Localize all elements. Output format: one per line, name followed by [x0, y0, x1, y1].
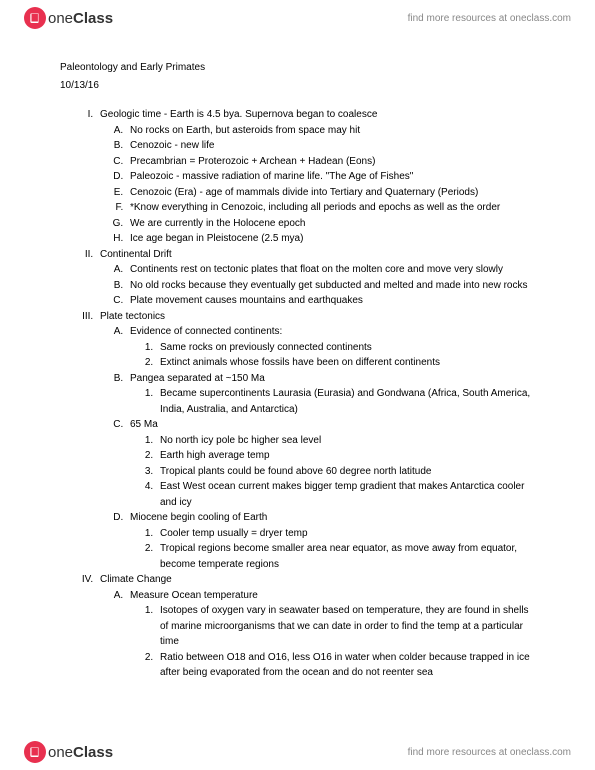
outline-level-alpha: Continents rest on tectonic plates that …: [100, 262, 535, 309]
outline-item: Geologic time - Earth is 4.5 bya. Supern…: [96, 107, 535, 247]
outline-item-text: Evidence of connected continents:: [130, 326, 282, 337]
outline-item-text: Plate tectonics: [100, 311, 165, 322]
outline-item-text: Miocene begin cooling of Earth: [130, 512, 267, 523]
outline-item: We are currently in the Holocene epoch: [126, 216, 535, 232]
brand-badge-icon: [24, 741, 46, 763]
outline-item-text: Ratio between O18 and O16, less O16 in w…: [160, 652, 530, 679]
outline-item: Plate movement causes mountains and eart…: [126, 293, 535, 309]
brand-badge-icon: [24, 7, 46, 29]
outline-item-text: We are currently in the Holocene epoch: [130, 218, 305, 229]
outline-item-text: Isotopes of oxygen vary in seawater base…: [160, 605, 529, 647]
brand-logo[interactable]: oneClass: [24, 7, 113, 29]
outline-item: Cooler temp usually = dryer temp: [156, 526, 535, 542]
footer-tagline[interactable]: find more resources at oneclass.com: [408, 747, 571, 758]
outline-item: Continental Drift Continents rest on tect…: [96, 247, 535, 309]
outline-item-text: Ice age began in Pleistocene (2.5 mya): [130, 233, 303, 244]
outline-item-text: Cenozoic (Era) - age of mammals divide i…: [130, 187, 478, 198]
footer-bar: oneClass find more resources at oneclass…: [0, 734, 595, 770]
outline-level-num: No north icy pole bc higher sea level Ear…: [130, 433, 535, 511]
outline-item-text: Tropical plants could be found above 60 …: [160, 466, 431, 477]
brand-logo-footer[interactable]: oneClass: [24, 741, 113, 763]
outline-level-num: Became supercontinents Laurasia (Eurasia…: [130, 386, 535, 417]
outline-item-text: Continental Drift: [100, 249, 172, 260]
outline-level-alpha: No rocks on Earth, but asteroids from sp…: [100, 123, 535, 247]
outline-item-text: Pangea separated at ~150 Ma: [130, 373, 265, 384]
outline-item-text: Geologic time - Earth is 4.5 bya. Supern…: [100, 109, 377, 120]
outline-item: No old rocks because they eventually get…: [126, 278, 535, 294]
outline-item: No north icy pole bc higher sea level: [156, 433, 535, 449]
outline-item: *Know everything in Cenozoic, including …: [126, 200, 535, 216]
outline-item-text: 65 Ma: [130, 419, 158, 430]
outline-item-text: Plate movement causes mountains and eart…: [130, 295, 363, 306]
outline-item-text: No old rocks because they eventually get…: [130, 280, 527, 291]
outline-item: Cenozoic - new life: [126, 138, 535, 154]
outline-item: Climate Change Measure Ocean temperature I…: [96, 572, 535, 681]
header-tagline[interactable]: find more resources at oneclass.com: [408, 13, 571, 24]
outline-item-text: No rocks on Earth, but asteroids from sp…: [130, 125, 360, 136]
outline-item: East West ocean current makes bigger tem…: [156, 479, 535, 510]
outline-item: Miocene begin cooling of Earth Cooler tem…: [126, 510, 535, 572]
outline-item: Plate tectonics Evidence of connected con…: [96, 309, 535, 573]
brand-name: oneClass: [48, 744, 113, 761]
outline-item-text: Cooler temp usually = dryer temp: [160, 528, 308, 539]
outline-item: Pangea separated at ~150 Ma Became superc…: [126, 371, 535, 418]
outline-item-text: Tropical regions become smaller area nea…: [160, 543, 517, 570]
outline-item: Ice age began in Pleistocene (2.5 mya): [126, 231, 535, 247]
outline-item-text: No north icy pole bc higher sea level: [160, 435, 321, 446]
outline-item-text: East West ocean current makes bigger tem…: [160, 481, 524, 508]
outline-level-num: Cooler temp usually = dryer temp Tropical…: [130, 526, 535, 573]
outline-item: 65 MaNo north icy pole bc higher sea lev…: [126, 417, 535, 510]
outline-item: Tropical plants could be found above 60 …: [156, 464, 535, 480]
outline-item-text: Paleozoic - massive radiation of marine …: [130, 171, 413, 182]
brand-name: oneClass: [48, 10, 113, 27]
outline-item: Cenozoic (Era) - age of mammals divide i…: [126, 185, 535, 201]
outline-item: Paleozoic - massive radiation of marine …: [126, 169, 535, 185]
header-bar: oneClass find more resources at oneclass…: [0, 0, 595, 36]
outline-item-text: Same rocks on previously connected conti…: [160, 342, 372, 353]
outline-item: No rocks on Earth, but asteroids from sp…: [126, 123, 535, 139]
outline-item-text: Climate Change: [100, 574, 172, 585]
outline-level-alpha: Measure Ocean temperature Isotopes of oxy…: [100, 588, 535, 681]
outline-item-text: *Know everything in Cenozoic, including …: [130, 202, 500, 213]
outline-item: Tropical regions become smaller area nea…: [156, 541, 535, 572]
outline-item-text: Precambrian = Proterozoic + Archean + Ha…: [130, 156, 375, 167]
outline-item: Ratio between O18 and O16, less O16 in w…: [156, 650, 535, 681]
outline-item: Precambrian = Proterozoic + Archean + Ha…: [126, 154, 535, 170]
outline-item: Continents rest on tectonic plates that …: [126, 262, 535, 278]
document-title: Paleontology and Early Primates: [60, 60, 535, 76]
outline-item-text: Measure Ocean temperature: [130, 590, 258, 601]
outline-item: Became supercontinents Laurasia (Eurasia…: [156, 386, 535, 417]
outline-root: Geologic time - Earth is 4.5 bya. Supern…: [60, 107, 535, 681]
outline-item: Isotopes of oxygen vary in seawater base…: [156, 603, 535, 650]
outline-level-alpha: Evidence of connected continents: Same ro…: [100, 324, 535, 572]
outline-item-text: Earth high average temp: [160, 450, 270, 461]
outline-item: Measure Ocean temperature Isotopes of oxy…: [126, 588, 535, 681]
outline-item: Evidence of connected continents: Same ro…: [126, 324, 535, 371]
outline-level-num: Isotopes of oxygen vary in seawater base…: [130, 603, 535, 681]
outline-item-text: Cenozoic - new life: [130, 140, 214, 151]
document-body: Paleontology and Early Primates 10/13/16…: [0, 36, 595, 691]
outline-item: Earth high average temp: [156, 448, 535, 464]
outline-item: Same rocks on previously connected conti…: [156, 340, 535, 356]
outline-item-text: Continents rest on tectonic plates that …: [130, 264, 503, 275]
outline-item-text: Extinct animals whose fossils have been …: [160, 357, 440, 368]
document-date: 10/13/16: [60, 78, 535, 94]
outline-level-num: Same rocks on previously connected conti…: [130, 340, 535, 371]
outline-item-text: Became supercontinents Laurasia (Eurasia…: [160, 388, 530, 415]
outline-item: Extinct animals whose fossils have been …: [156, 355, 535, 371]
